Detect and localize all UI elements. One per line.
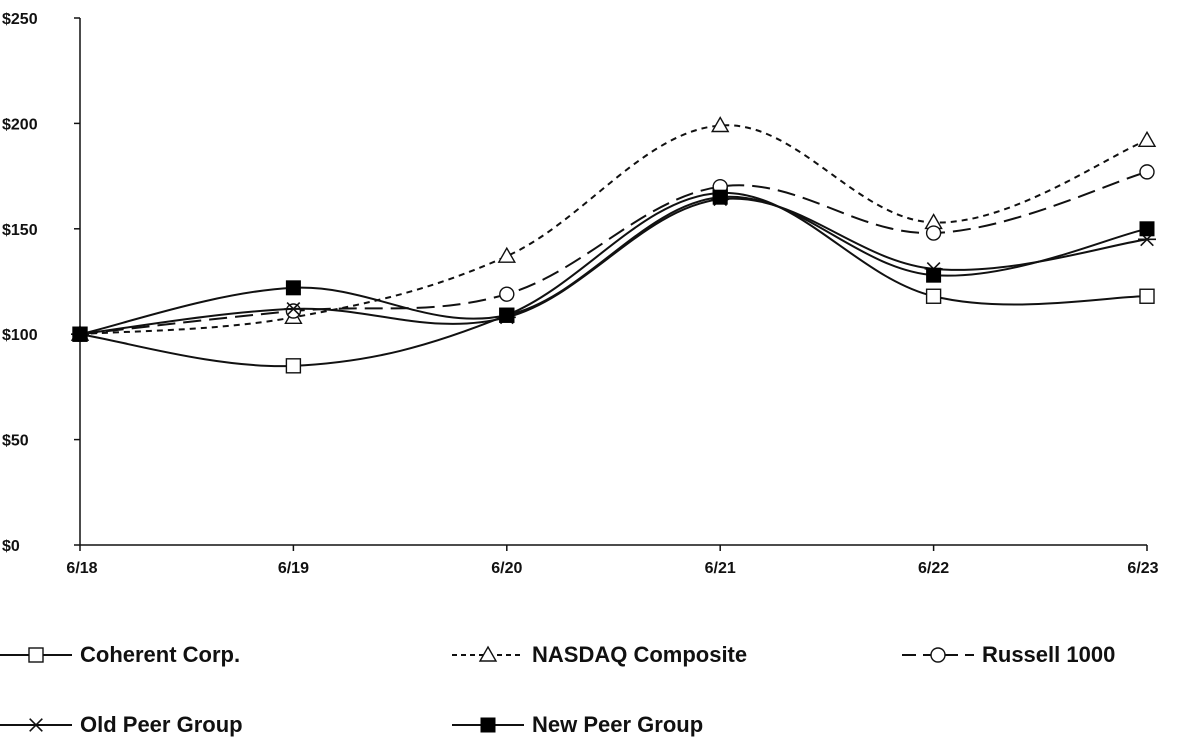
legend-label: New Peer Group: [532, 712, 703, 737]
data-point: [284, 302, 303, 316]
legend-marker: [480, 717, 496, 733]
data-point: [499, 307, 515, 323]
series-0: [72, 185, 1155, 374]
x-tick-label: 6/23: [1127, 560, 1158, 577]
series-line: [79, 170, 1148, 336]
series-1: [70, 116, 1157, 341]
x-tick-label: 6/19: [278, 560, 309, 577]
y-tick-label: $0: [2, 538, 20, 555]
legend-item: Coherent Corp.: [0, 642, 240, 667]
legend-item: New Peer Group: [452, 712, 703, 737]
series-line: [79, 191, 1148, 368]
data-point: [712, 189, 728, 205]
x-tick-label: 6/21: [705, 560, 736, 577]
legend-marker: [478, 645, 498, 662]
data-point: [925, 225, 942, 241]
y-tick-label: $200: [2, 116, 38, 133]
x-tick-label: 6/22: [918, 560, 949, 577]
data-point: [1137, 130, 1157, 147]
data-point: [285, 303, 302, 319]
legend-label: Coherent Corp.: [80, 642, 240, 667]
data-point: [499, 286, 515, 302]
legend-label: NASDAQ Composite: [532, 642, 747, 667]
legend: Coherent Corp. NASDAQ Composite Russell 10…: [0, 642, 1115, 737]
y-tick-label: $100: [2, 327, 38, 344]
data-point: [926, 267, 942, 283]
legend-marker: [930, 647, 946, 663]
series-line: [79, 195, 1148, 336]
y-tick-label: $150: [2, 222, 38, 239]
series-line: [79, 124, 1148, 336]
legend-marker: [27, 718, 45, 732]
series-layer: [70, 116, 1157, 374]
data-point: [925, 288, 942, 304]
legend-label: Old Peer Group: [80, 712, 243, 737]
legend-label: Russell 1000: [982, 642, 1115, 667]
x-tick-label: 6/18: [66, 560, 97, 577]
data-point: [72, 326, 88, 342]
x-tick-label: 6/20: [491, 560, 522, 577]
data-point: [710, 116, 730, 133]
axes: $0 $50 $100 $150 $200 $250 6/18 6/19 6/20 6/21 6/2…: [2, 11, 1159, 577]
y-tick-label: $50: [2, 433, 29, 450]
data-point: [1139, 288, 1155, 304]
series-3: [71, 192, 1156, 342]
data-point: [1139, 221, 1155, 237]
data-point: [497, 246, 517, 263]
legend-item: NASDAQ Composite: [452, 642, 747, 667]
legend-item: Old Peer Group: [0, 712, 243, 737]
legend-item: Russell 1000: [902, 642, 1115, 667]
data-point: [285, 358, 302, 374]
series-line: [79, 197, 1148, 336]
data-point: [285, 280, 301, 296]
data-point: [1139, 164, 1155, 180]
legend-marker: [28, 647, 44, 663]
series-4: [72, 189, 1155, 342]
y-tick-label: $250: [2, 11, 38, 28]
